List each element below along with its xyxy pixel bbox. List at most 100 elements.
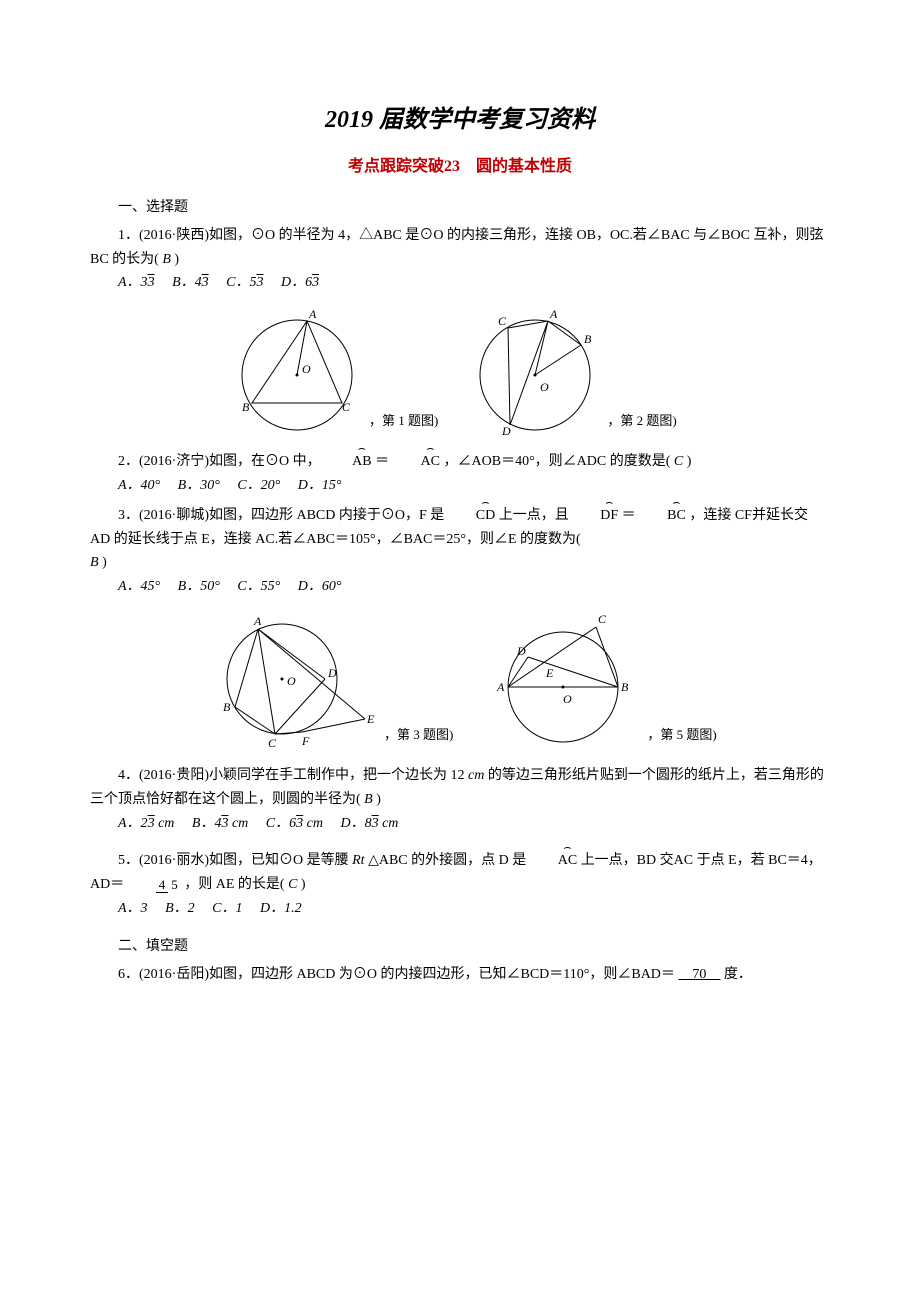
q2-tail: ): [683, 454, 691, 469]
q3-arc1: CD: [448, 504, 495, 528]
q6-text: 6．(2016·岳阳)如图，四边形 ABCD 为⊙O 的内接四边形，已知∠BCD…: [118, 967, 675, 982]
q5-a: 5．(2016·丽水)如图，已知⊙O 是等腰: [118, 853, 352, 868]
svg-text:C: C: [598, 612, 607, 626]
svg-text:B: B: [621, 680, 629, 694]
fig5-caption: ，第 5 题图): [647, 724, 716, 746]
svg-text:A: A: [308, 307, 317, 321]
q5-frac: 45: [128, 878, 181, 892]
svg-text:D: D: [327, 666, 337, 680]
q1-answer: B: [162, 252, 171, 267]
q5-arc: AC: [530, 849, 577, 873]
svg-text:D: D: [516, 644, 526, 658]
q2-stem: 2．(2016·济宁)如图，在⊙O 中， AB ＝ AC ，∠AOB＝40°，则…: [90, 450, 830, 474]
q4-cm: cm: [468, 768, 484, 783]
q6-answer: 70: [678, 967, 720, 982]
q5-opt-b: B．2: [165, 901, 195, 916]
q3-stem: 3．(2016·聊城)如图，四边形 ABCD 内接于⊙O，F 是 CD 上一点，…: [90, 504, 830, 552]
figure-3: A B C D E F O ，第 3 题图): [210, 607, 453, 752]
q6-stem: 6．(2016·岳阳)如图，四边形 ABCD 为⊙O 的内接四边形，已知∠BCD…: [90, 963, 830, 987]
q1-choices: A．33 B．43 C．53 D．63: [90, 271, 830, 295]
section-2: 二、填空题: [90, 935, 830, 959]
q4-a: 4．(2016·贵阳)小颖同学在手工制作中，把一个边长为 12: [118, 768, 468, 783]
q1-opt-c: C．53: [226, 275, 263, 290]
q3-opt-a: A．45°: [118, 579, 160, 594]
q3-answer: B: [90, 555, 99, 570]
q1-tail: ): [171, 252, 179, 267]
svg-text:A: A: [253, 614, 262, 628]
svg-text:B: B: [223, 700, 231, 714]
q2-arc1: AB: [324, 450, 371, 474]
q3-opt-b: B．50°: [178, 579, 220, 594]
svg-text:E: E: [545, 666, 554, 680]
figure-5: A B C D E O ，第 5 题图): [483, 607, 716, 752]
svg-text:C: C: [342, 400, 351, 414]
q3-arc2: DF: [572, 504, 618, 528]
q3-choices: A．45° B．50° C．55° D．60°: [90, 575, 830, 599]
q4-opt-b: B．43 cm: [192, 816, 248, 831]
q1-opt-a: A．33: [118, 275, 155, 290]
q1-text: 1．(2016·陕西)如图，⊙O 的半径为 4，△ABC 是⊙O 的内接三角形，…: [90, 228, 823, 267]
q3-ans-line: B ): [90, 551, 830, 575]
q3-b: 上一点，且: [499, 508, 569, 523]
q2-b: ＝: [375, 454, 389, 469]
q5-stem: 5．(2016·丽水)如图，已知⊙O 是等腰 Rt △ABC 的外接圆，点 D …: [90, 849, 830, 897]
svg-text:O: O: [563, 692, 572, 706]
q5-choices: A．3 B．2 C．1 D．1.2: [90, 897, 830, 921]
q4-opt-a: A．23 cm: [118, 816, 174, 831]
svg-text:C: C: [268, 736, 277, 750]
q1-stem: 1．(2016·陕西)如图，⊙O 的半径为 4，△ABC 是⊙O 的内接三角形，…: [90, 224, 830, 272]
svg-text:B: B: [242, 400, 250, 414]
q4-stem: 4．(2016·贵阳)小颖同学在手工制作中，把一个边长为 12 cm 的等边三角…: [90, 764, 830, 812]
q4-tail: ): [373, 792, 381, 807]
q6-tail: 度．: [724, 967, 752, 982]
q2-answer: C: [674, 454, 683, 469]
doc-title: 2019 届数学中考复习资料: [90, 100, 830, 141]
svg-text:E: E: [366, 712, 375, 726]
fig2-caption: ，第 2 题图): [607, 410, 676, 432]
q2-opt-d: D．15°: [298, 478, 342, 493]
q5-d: ，则 AE 的长是(: [184, 877, 284, 892]
fig3-caption: ，第 3 题图): [384, 724, 453, 746]
q5-opt-c: C．1: [212, 901, 242, 916]
q3-tail: ): [99, 555, 107, 570]
q2-arc2: AC: [393, 450, 440, 474]
q3-opt-c: C．55°: [237, 579, 280, 594]
fig1-caption: ，第 1 题图): [369, 410, 438, 432]
q2-opt-b: B．30°: [178, 478, 220, 493]
svg-text:B: B: [584, 332, 592, 346]
q4-opt-d: D．83 cm: [340, 816, 398, 831]
q5-b: △ABC 的外接圆，点 D 是: [368, 853, 526, 868]
q2-opt-c: C．20°: [237, 478, 280, 493]
q4-choices: A．23 cm B．43 cm C．63 cm D．83 cm: [90, 812, 830, 836]
figure-row-2: A B C D E F O ，第 3 题图) A B C D E O ，第 5 …: [90, 607, 830, 752]
q5-answer: C: [288, 877, 297, 892]
q3-opt-d: D．60°: [298, 579, 342, 594]
q1-opt-b: B．43: [172, 275, 209, 290]
svg-text:A: A: [496, 680, 505, 694]
figure-2: A B C O D ，第 2 题图): [468, 303, 676, 438]
section-1: 一、选择题: [90, 196, 830, 220]
q3-arc3: BC: [639, 504, 686, 528]
q4-answer: B: [364, 792, 373, 807]
q1-opt-d: D．63: [281, 275, 319, 290]
q5-opt-a: A．3: [118, 901, 148, 916]
q3-c: ＝: [622, 508, 636, 523]
svg-text:O: O: [287, 674, 296, 688]
svg-text:D: D: [501, 424, 511, 438]
q2-opt-a: A．40°: [118, 478, 160, 493]
q2-a: 2．(2016·济宁)如图，在⊙O 中，: [118, 454, 321, 469]
svg-text:A: A: [549, 307, 558, 321]
svg-text:F: F: [301, 734, 310, 748]
figure-row-1: A O B C ，第 1 题图) A B C O D ，第 2 题图): [90, 303, 830, 438]
q5-rt: Rt: [352, 853, 364, 868]
svg-text:O: O: [540, 380, 549, 394]
subtitle: 考点跟踪突破23 圆的基本性质: [90, 153, 830, 180]
q5-tail: ): [297, 877, 305, 892]
q2-c: ，∠AOB＝40°，则∠ADC 的度数是(: [444, 454, 671, 469]
figure-1: A O B C ，第 1 题图): [230, 303, 438, 438]
svg-text:C: C: [498, 314, 507, 328]
q3-a: 3．(2016·聊城)如图，四边形 ABCD 内接于⊙O，F 是: [118, 508, 444, 523]
q4-opt-c: C．63 cm: [266, 816, 323, 831]
q5-opt-d: D．1.2: [260, 901, 302, 916]
svg-text:O: O: [302, 362, 311, 376]
